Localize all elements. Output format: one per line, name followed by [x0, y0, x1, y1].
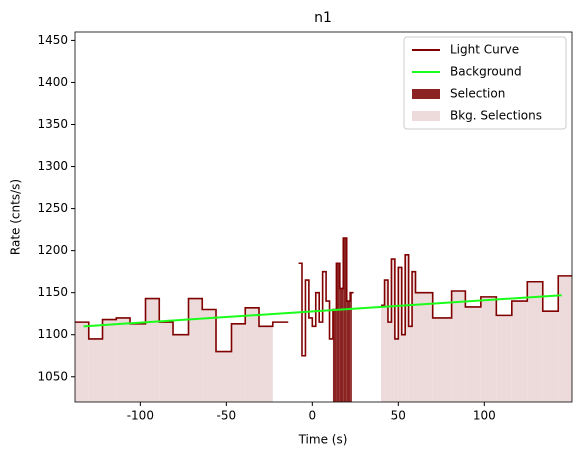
- region-fill: [394, 338, 399, 402]
- region-fill: [75, 322, 89, 402]
- y-tick-label: 1050: [37, 369, 68, 383]
- legend-box: [403, 36, 567, 130]
- region-fill: [346, 301, 351, 402]
- y-tick-label: 1400: [37, 75, 68, 89]
- region-fill: [188, 298, 203, 402]
- y-axis-label: Rate (cnts/s): [9, 179, 23, 255]
- region-fill: [332, 309, 337, 402]
- legend-label: Bkg. Selections: [450, 109, 542, 123]
- region-fill: [173, 334, 189, 402]
- region-fill: [116, 317, 131, 402]
- region-fill: [350, 292, 352, 402]
- region-fill: [391, 259, 395, 402]
- y-tick-label: 1300: [37, 159, 68, 173]
- region-fill: [259, 326, 273, 402]
- region-fill: [496, 315, 512, 402]
- region-fill: [145, 298, 160, 402]
- series-line: [83, 294, 562, 328]
- region-fill: [384, 280, 388, 402]
- region-fill: [432, 317, 452, 402]
- legend-patch: [412, 111, 440, 121]
- region-fill: [245, 307, 260, 402]
- region-fill: [527, 281, 543, 402]
- x-tick-label: 100: [473, 409, 496, 423]
- region-fill: [558, 275, 572, 402]
- y-tick-label: 1350: [37, 117, 68, 131]
- region-fill: [405, 254, 409, 402]
- plot: [75, 237, 572, 402]
- x-tick-label: 0: [309, 409, 317, 423]
- region-fill: [401, 334, 406, 402]
- legend-label: Selection: [450, 87, 505, 101]
- y-tick-label: 1200: [37, 243, 68, 257]
- region-fill: [343, 238, 347, 402]
- x-tick-label: 50: [391, 409, 406, 423]
- legend-label: Light Curve: [450, 43, 519, 57]
- x-axis-label: Time (s): [298, 433, 348, 447]
- region-fill: [451, 291, 466, 402]
- region-fill: [88, 338, 103, 402]
- region-fill: [542, 311, 559, 402]
- region-fill: [216, 351, 232, 402]
- region-fill: [336, 263, 340, 402]
- y-tick-label: 1150: [37, 285, 68, 299]
- region-fill: [159, 322, 174, 402]
- region-fill: [480, 296, 497, 402]
- y-tick-label: 1100: [37, 327, 68, 341]
- region-fill: [398, 267, 402, 402]
- x-tick-label: -50: [217, 409, 237, 423]
- region-fill: [231, 323, 246, 402]
- y-tick-label: 1250: [37, 201, 68, 215]
- x-tick-label: -100: [127, 409, 154, 423]
- region-fill: [465, 306, 481, 402]
- chart-title: n1: [314, 10, 332, 26]
- region-fill: [202, 309, 217, 402]
- region-fill: [511, 301, 528, 402]
- legend-label: Background: [450, 65, 522, 79]
- y-tick-label: 1450: [37, 33, 68, 47]
- region-fill: [415, 292, 433, 402]
- region-fill: [339, 288, 344, 402]
- region-fill: [381, 305, 385, 402]
- region-fill: [408, 326, 413, 402]
- legend-patch: [412, 89, 440, 99]
- region-fill: [130, 323, 146, 402]
- region-fill: [102, 319, 117, 402]
- region-fill: [387, 322, 392, 402]
- axes-frame: [74, 31, 573, 403]
- series-line: [75, 237, 572, 357]
- region-fill: [412, 271, 416, 402]
